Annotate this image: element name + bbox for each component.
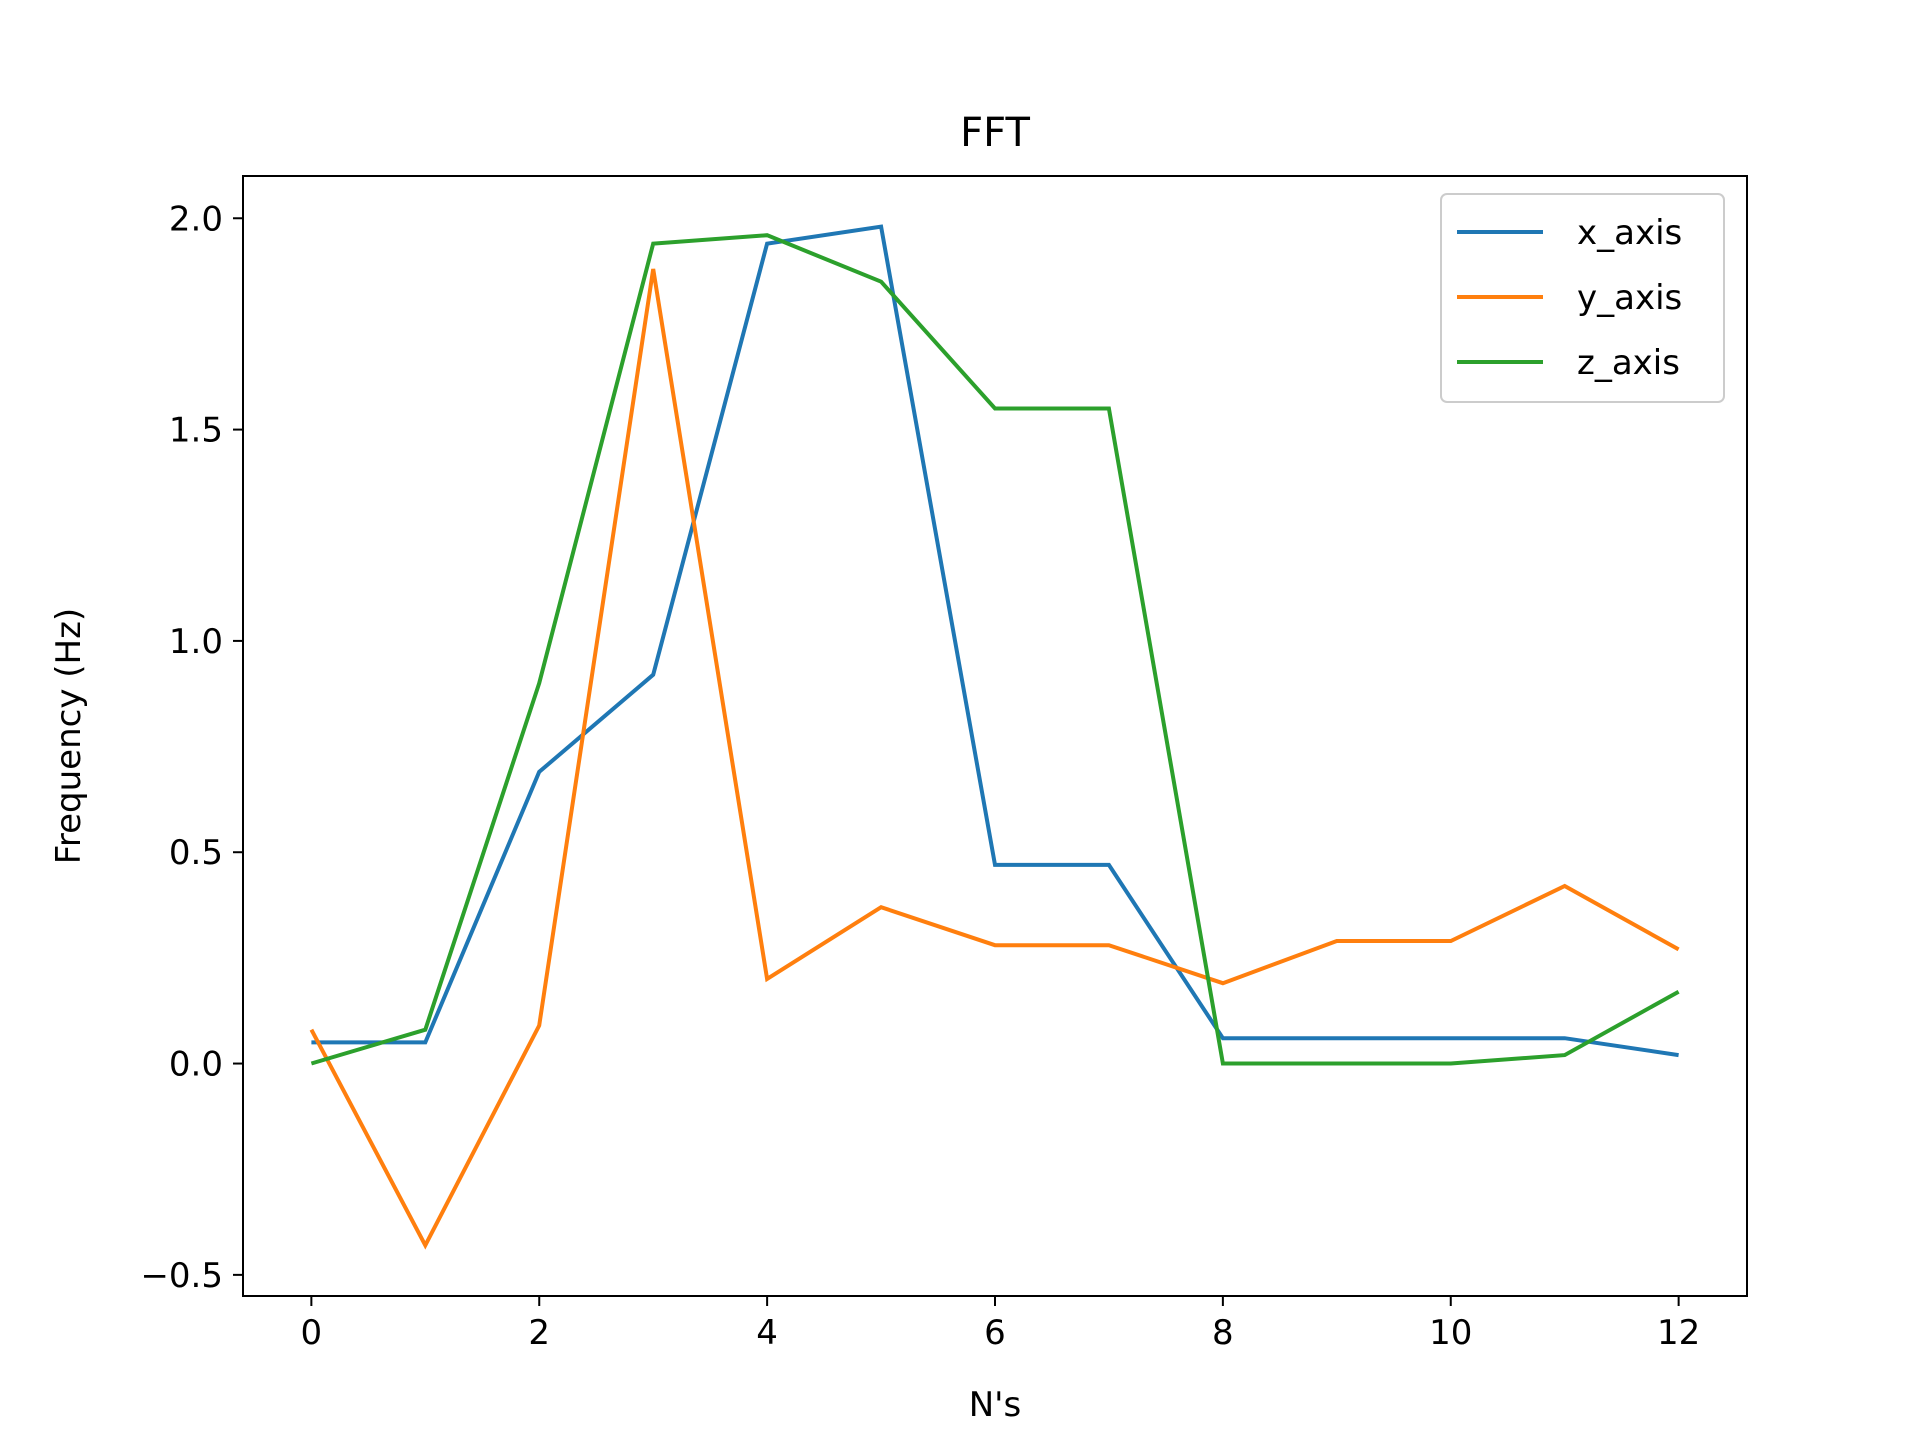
legend-label-z_axis: z_axis <box>1577 343 1680 383</box>
legend-label-x_axis: x_axis <box>1577 213 1682 253</box>
chart-title: FFT <box>960 110 1030 156</box>
x-tick-label: 0 <box>301 1313 323 1353</box>
legend-box <box>1440 193 1725 403</box>
y-tick-label: 1.5 <box>169 411 223 451</box>
series-line-x_axis <box>311 224 1679 1058</box>
x-tick-label: 4 <box>756 1313 778 1353</box>
series-line-y_axis <box>309 268 1680 1250</box>
series-line-z_axis <box>310 233 1680 1066</box>
y-tick-label: 2.0 <box>169 199 223 239</box>
axis-ticks: 0 2 4 6 8 10 12 −0.5 0.0 0.5 1.0 1.5 2.0 <box>140 199 1700 1353</box>
legend-label-y_axis: y_axis <box>1577 278 1682 318</box>
x-tick-label: 12 <box>1657 1313 1700 1353</box>
x-tick-label: 6 <box>984 1313 1006 1353</box>
x-tick-label: 2 <box>528 1313 550 1353</box>
y-tick-label: 1.0 <box>169 622 223 662</box>
x-tick-label: 10 <box>1429 1313 1472 1353</box>
x-tick-label: 8 <box>1212 1313 1234 1353</box>
legend: x_axis y_axis z_axis <box>1440 193 1725 403</box>
y-tick-label: 0.5 <box>169 833 223 873</box>
plot-frame <box>242 175 1748 1297</box>
y-tick-label: −0.5 <box>140 1256 223 1296</box>
x-axis-label: N's <box>969 1385 1022 1425</box>
y-axis-label: Frequency (Hz) <box>49 608 89 864</box>
y-tick-label: 0.0 <box>169 1045 223 1085</box>
series-layer <box>309 224 1680 1250</box>
